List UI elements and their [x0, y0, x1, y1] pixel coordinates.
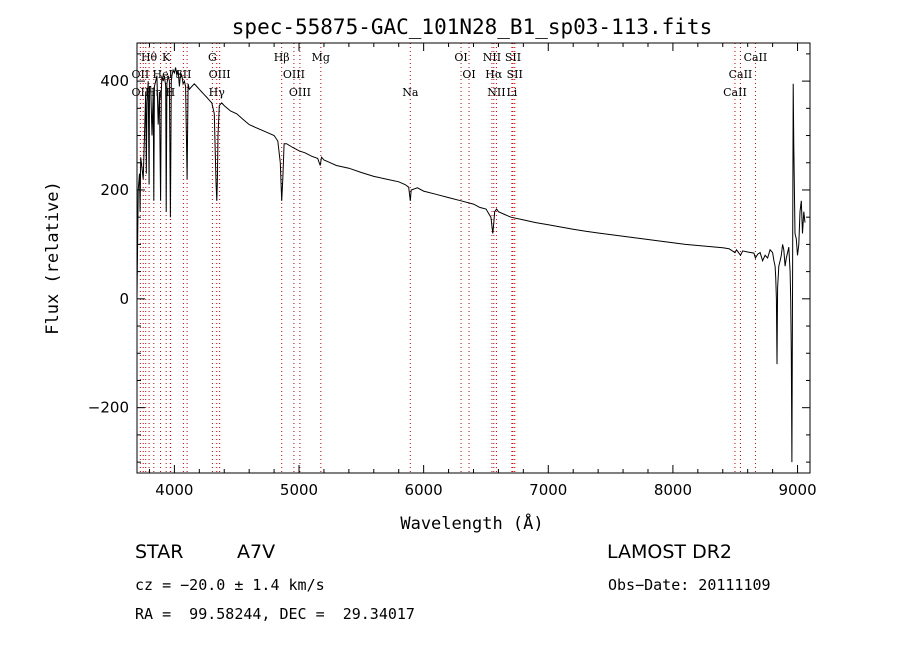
chart-title: spec-55875-GAC_101N28_B1_sp03-113.fits	[232, 15, 712, 39]
line-label: SII	[507, 68, 523, 81]
line-label: OI	[462, 68, 475, 81]
line-label: CaII	[729, 68, 753, 81]
line-label: Hα	[485, 68, 503, 81]
plot-frame	[136, 42, 811, 474]
line-label: NII	[483, 51, 501, 64]
line-label: K	[162, 51, 171, 64]
line-label: OIII	[209, 68, 231, 81]
x-tick-label: 9000	[778, 481, 816, 499]
line-label: OIII	[283, 68, 305, 81]
observation-date: Obs−Date: 20111109	[608, 576, 771, 594]
line-label: H	[166, 86, 176, 99]
y-tick-label: 400	[100, 72, 129, 90]
line-label: OII	[132, 68, 150, 81]
line-label: SII	[175, 68, 191, 81]
x-tick-label: 6000	[405, 481, 443, 499]
line-label: Mg	[312, 51, 330, 64]
y-axis-label: Flux (relative)	[43, 181, 63, 335]
line-label: OII	[132, 86, 150, 99]
y-tick-label: −200	[88, 399, 129, 417]
line-label: Hγ	[209, 86, 226, 99]
x-axis-label: Wavelength (Å)	[400, 512, 543, 534]
line-label: Li	[506, 86, 517, 99]
x-tick-label: 7000	[529, 481, 567, 499]
line-label: Na	[402, 86, 419, 99]
line-label: Hθ	[141, 51, 158, 64]
object-subclass: A7V	[237, 541, 276, 563]
line-label: SII	[505, 51, 521, 64]
y-axis-ticks: −200 0 200 400	[88, 53, 810, 463]
spectrum-line	[136, 67, 806, 463]
line-label: G	[208, 51, 217, 64]
line-label: NII	[487, 86, 505, 99]
line-label: I	[168, 68, 172, 81]
x-axis-ticks: 4000 5000 6000 7000 8000 9000	[148, 43, 817, 499]
line-label: OI	[454, 51, 467, 64]
line-label: He	[153, 68, 169, 81]
object-class: STAR	[135, 541, 184, 563]
redshift-value: cz = −20.0 ± 1.4 km/s	[135, 576, 325, 594]
coordinates: RA = 99.58244, DEC = 29.34017	[135, 605, 415, 623]
y-tick-label: 200	[100, 181, 129, 199]
line-label: Hβ	[274, 51, 290, 64]
survey-name: LAMOST DR2	[607, 541, 732, 563]
spectral-line-markers	[139, 43, 756, 473]
y-tick-label: 0	[119, 290, 129, 308]
line-label: CaII	[744, 51, 768, 64]
x-tick-label: 5000	[280, 481, 318, 499]
x-tick-label: 4000	[155, 481, 193, 499]
x-tick-label: 8000	[654, 481, 692, 499]
line-label: CaII	[723, 86, 747, 99]
line-label: OIII	[289, 86, 311, 99]
